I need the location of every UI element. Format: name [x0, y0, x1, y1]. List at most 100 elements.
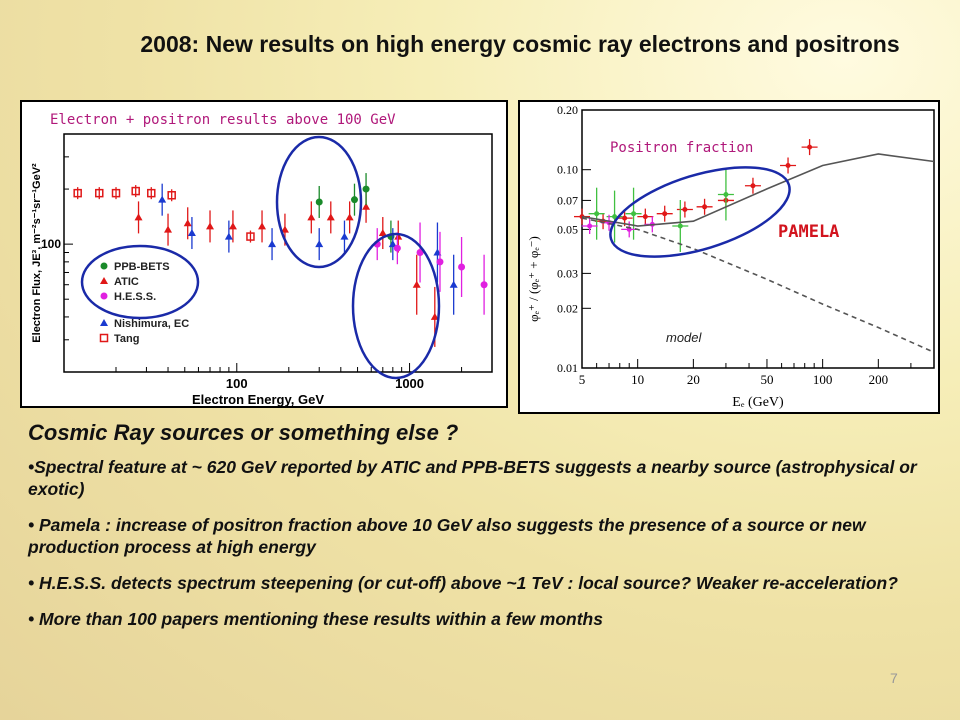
data-point	[187, 229, 196, 237]
slide-title: 2008: New results on high energy cosmic …	[140, 31, 900, 57]
highlight-peak-ellipse	[275, 135, 363, 269]
legend-label: ATIC	[114, 276, 139, 288]
legend-marker	[100, 292, 108, 300]
x-tick-label: 10	[631, 372, 644, 387]
legend-label: Nishimura, EC	[114, 318, 189, 330]
x-tick-label: 20	[687, 372, 700, 387]
y-axis-label: Electron Flux, JE³, m⁻²s⁻¹sr⁻¹GeV²	[31, 163, 43, 343]
model-curve-dashed	[581, 217, 935, 354]
data-point	[480, 281, 488, 289]
data-point	[587, 223, 593, 229]
x-tick-label: 100	[813, 372, 833, 387]
x-tick-label: 200	[869, 372, 889, 387]
data-point	[393, 244, 401, 252]
x-axis-label: Eₑ (GeV)	[732, 395, 784, 410]
data-point	[268, 240, 277, 248]
data-point	[394, 232, 403, 240]
data-point	[362, 202, 371, 210]
data-point	[315, 240, 324, 248]
data-point	[111, 188, 121, 198]
bullet-papers: • More than 100 papers mentioning these …	[28, 609, 603, 629]
series-atic	[134, 190, 439, 347]
data-point	[224, 232, 233, 240]
slide-body: Cosmic Ray sources or something else ? •…	[28, 420, 948, 644]
data-point	[378, 229, 387, 237]
legend-marker	[100, 277, 108, 284]
x-tick-label: 100	[226, 376, 248, 391]
data-point	[622, 215, 628, 221]
legend-marker	[99, 333, 109, 343]
series-tang	[73, 185, 255, 243]
data-point	[73, 188, 82, 198]
data-point	[131, 186, 140, 196]
data-point	[785, 162, 791, 168]
series-solid-555555	[581, 153, 935, 227]
data-point	[258, 222, 267, 230]
electron-flux-chart-panel: 100 1000 100 Electron Energy, GeV Electron F…	[20, 100, 508, 408]
highlight-legend-ellipse	[80, 244, 200, 320]
model-label: model	[666, 330, 702, 345]
y-tick-label: 0.07	[557, 193, 578, 207]
data-point	[307, 213, 316, 221]
data-point	[750, 183, 756, 189]
data-point	[412, 280, 421, 288]
data-point	[350, 196, 358, 204]
data-point	[164, 225, 173, 233]
series-h-e-s-s-	[373, 222, 488, 315]
data-point	[631, 211, 637, 217]
data-point	[183, 219, 192, 227]
data-point	[436, 258, 444, 266]
data-point	[677, 223, 683, 229]
data-point	[594, 211, 600, 217]
series-model	[581, 217, 935, 354]
y-tick-label: 0.20	[557, 103, 578, 117]
data-point	[430, 312, 439, 320]
series-nishimura-ec	[158, 183, 458, 315]
bullet-hess: • H.E.S.S. detects spectrum steepening (…	[28, 573, 898, 593]
highlight-cutoff-ellipse	[351, 232, 441, 380]
positron-fraction-chart: 5 10 20 50 100 200 0.20 0.10 0.07 0.05 0.03 0.02 0.0…	[526, 103, 935, 410]
legend-label: Tang	[114, 333, 139, 345]
data-point	[95, 188, 104, 198]
bullet-atic: •Spectral feature at ~ 620 GeV reported …	[28, 457, 917, 499]
data-point	[158, 195, 167, 203]
legend-marker	[100, 319, 108, 326]
pamela-label: PAMELA	[778, 222, 840, 242]
right-chart-subtitle: Positron fraction	[610, 140, 754, 156]
data-point	[315, 198, 323, 206]
data-point	[246, 232, 255, 241]
x-tick-label: 50	[760, 372, 773, 387]
content-heading: Cosmic Ray sources or something else ?	[28, 420, 459, 445]
y-tick-label: 0.01	[557, 361, 578, 375]
page-number: 7	[890, 670, 898, 686]
plot-frame	[581, 109, 935, 369]
y-axis-label: φₑ⁺ / (φₑ⁺ + φₑ⁻)	[526, 236, 541, 322]
x-tick-label: 5	[579, 372, 586, 387]
data-point	[280, 225, 289, 233]
data-point	[807, 144, 813, 150]
data-point	[682, 206, 688, 212]
data-point	[206, 222, 215, 230]
data-point	[167, 191, 176, 200]
data-point	[228, 222, 237, 230]
left-chart-subtitle: Electron + positron results above 100 Ge…	[50, 112, 396, 128]
highlight-rise-ellipse	[609, 166, 791, 258]
positron-fraction-chart-panel: 5 10 20 50 100 200 0.20 0.10 0.07 0.05 0.03 0.02 0.0…	[518, 100, 940, 414]
x-tick-label: 1000	[395, 376, 424, 391]
y-tick-label: 0.05	[557, 222, 578, 236]
data-point	[702, 204, 708, 210]
model-curve-solid	[581, 153, 935, 227]
data-point	[416, 249, 424, 257]
data-point	[340, 232, 349, 240]
data-point	[458, 263, 466, 271]
data-point	[345, 213, 354, 221]
x-axis-label: Electron Energy, GeV	[192, 392, 324, 407]
data-point	[449, 280, 458, 288]
legend-marker	[100, 262, 108, 270]
legend-label: PPB-BETS	[114, 261, 170, 273]
legend-label: H.E.S.S.	[114, 291, 156, 303]
data-point	[362, 185, 370, 193]
y-tick-label: 0.02	[557, 301, 578, 315]
data-point	[326, 213, 335, 221]
